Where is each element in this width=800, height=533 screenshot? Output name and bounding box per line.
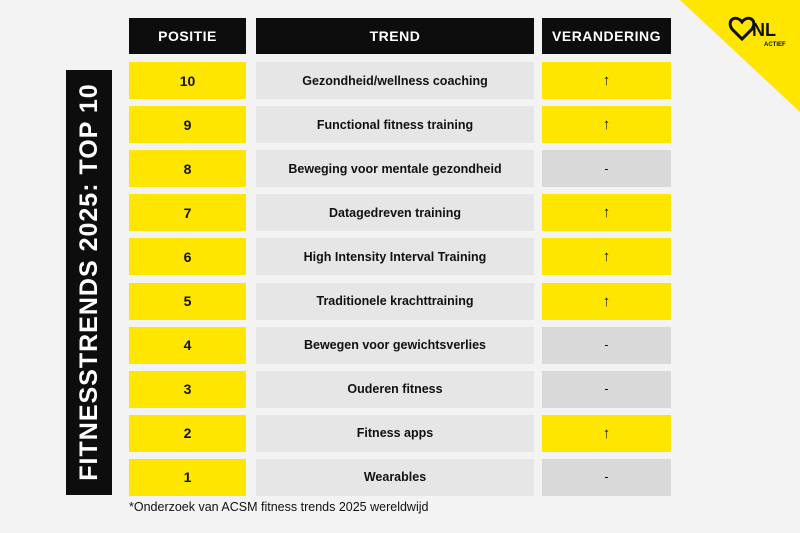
trend-cell: Traditionele krachttraining xyxy=(256,282,534,320)
change-cell: ↑ xyxy=(542,238,671,276)
change-cell: - xyxy=(542,458,671,496)
trend-cell: Functional fitness training xyxy=(256,106,534,144)
change-cell: ↑ xyxy=(542,106,671,144)
change-cell: ↑ xyxy=(542,194,671,232)
trend-cell: Datagedreven training xyxy=(256,194,534,232)
position-cell: 3 xyxy=(129,370,246,408)
position-cell: 9 xyxy=(129,106,246,144)
position-cell: 5 xyxy=(129,282,246,320)
banner xyxy=(66,70,112,495)
logo-heart xyxy=(728,16,756,42)
trend-cell: Fitness apps xyxy=(256,414,534,452)
change-cell: ↑ xyxy=(542,414,671,452)
banner-text: FITNESSTRENDS 2025: TOP 10 xyxy=(75,83,103,480)
trend-cell: Gezondheid/wellness coaching xyxy=(256,62,534,99)
change-cell: - xyxy=(542,150,671,188)
change-cell: ↑ xyxy=(542,62,671,99)
change-cell: - xyxy=(542,370,671,408)
position-cell: 7 xyxy=(129,194,246,232)
column-header: POSITIE xyxy=(129,18,246,54)
column-header: VERANDERING xyxy=(542,18,671,54)
position-cell: 6 xyxy=(129,238,246,276)
position-cell: 4 xyxy=(129,326,246,364)
change-cell: - xyxy=(542,326,671,364)
logo-text: NL xyxy=(752,20,776,40)
logo-sub: ACTIEF xyxy=(764,42,786,48)
column-header: TREND xyxy=(256,18,534,54)
position-cell: 1 xyxy=(129,458,246,496)
trend-cell: Bewegen voor gewichtsverlies xyxy=(256,326,534,364)
trend-cell: High Intensity Interval Training xyxy=(256,238,534,276)
position-cell: 2 xyxy=(129,414,246,452)
position-cell: 8 xyxy=(129,150,246,188)
change-cell: ↑ xyxy=(542,282,671,320)
corner xyxy=(680,0,800,112)
position-cell: 10 xyxy=(129,62,246,99)
trend-cell: Beweging voor mentale gezondheid xyxy=(256,150,534,188)
footnote: *Onderzoek van ACSM fitness trends 2025 … xyxy=(129,500,429,514)
trend-cell: Ouderen fitness xyxy=(256,370,534,408)
trend-cell: Wearables xyxy=(256,458,534,496)
